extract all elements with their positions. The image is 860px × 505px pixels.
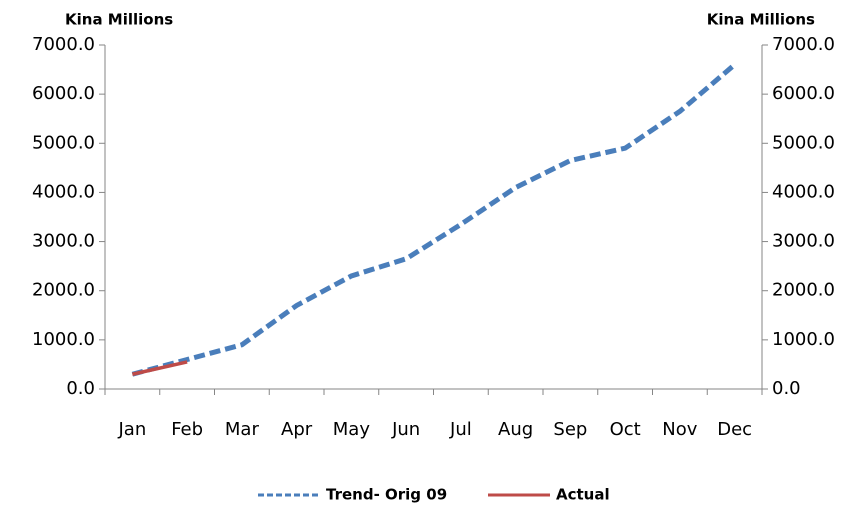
series-line — [131, 360, 188, 376]
x-tick-label: Dec — [717, 419, 752, 440]
y2-tick-label: 7000.0 — [772, 34, 835, 55]
x-tick-label: Feb — [171, 419, 203, 440]
y2-tick-label: 6000.0 — [772, 83, 835, 104]
legend-text: Actual — [556, 486, 610, 504]
x-tick-label: Nov — [662, 419, 697, 440]
y-tick-label: 2000.0 — [32, 280, 95, 301]
x-tick-label: Sep — [553, 419, 587, 440]
x-tick-label: Jun — [391, 419, 420, 440]
y2-tick-label: 2000.0 — [772, 280, 835, 301]
y2-tick-label: 5000.0 — [772, 132, 835, 153]
y-tick-label: 1000.0 — [32, 329, 95, 350]
y-tick-label: 4000.0 — [32, 181, 95, 202]
x-tick-label: Jul — [449, 419, 472, 440]
y-tick-label: 3000.0 — [32, 231, 95, 252]
series-line — [131, 62, 737, 377]
x-tick-label: Aug — [498, 419, 533, 440]
y2-axis-title: Kina Millions — [707, 11, 815, 29]
x-tick-label: Oct — [610, 419, 641, 440]
x-tick-label: Jan — [118, 419, 147, 440]
y-tick-label: 5000.0 — [32, 132, 95, 153]
y-tick-label: 7000.0 — [32, 34, 95, 55]
x-tick-label: May — [333, 419, 371, 440]
y2-tick-label: 3000.0 — [772, 231, 835, 252]
y2-tick-label: 4000.0 — [772, 181, 835, 202]
y-tick-label: 6000.0 — [32, 83, 95, 104]
y-axis-title: Kina Millions — [65, 11, 173, 29]
x-tick-label: Apr — [281, 419, 313, 440]
y2-tick-label: 0.0 — [772, 378, 801, 399]
y2-tick-label: 1000.0 — [772, 329, 835, 350]
y-tick-label: 0.0 — [66, 378, 95, 399]
legend-text: Trend- Orig 09 — [326, 486, 447, 504]
x-tick-label: Mar — [225, 419, 260, 440]
